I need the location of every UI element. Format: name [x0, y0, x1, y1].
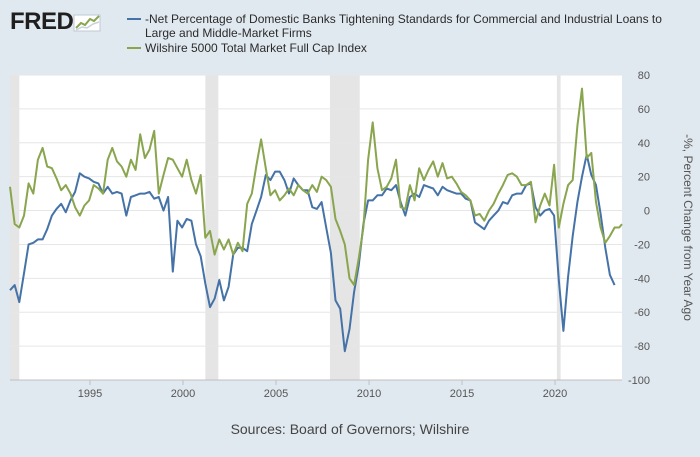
legend-swatch-series2	[127, 47, 141, 49]
recession-band	[10, 75, 20, 380]
legend-label-series2: Wilshire 5000 Total Market Full Cap Inde…	[145, 41, 367, 55]
plot-area	[10, 75, 622, 380]
fred-logo: FRED	[10, 8, 103, 36]
recession-band	[329, 75, 360, 380]
x-tick-label: 2015	[450, 388, 474, 400]
y-tick-label: -60	[634, 307, 650, 319]
y-axis: 80 60 40 20 0 -20 -40 -60 -80 -100	[628, 70, 650, 387]
y-tick-label: 80	[638, 70, 650, 82]
recession-band	[205, 75, 219, 380]
x-tick-label: 2020	[543, 388, 567, 400]
x-tick-label: 1995	[78, 388, 102, 400]
x-tick-label: 2000	[171, 388, 195, 400]
legend-item-series1[interactable]: -Net Percentage of Domestic Banks Tighte…	[127, 12, 672, 40]
chart-graph-icon	[73, 14, 101, 32]
y-tick-label: 40	[638, 138, 650, 150]
y-tick-label: -100	[628, 375, 650, 387]
y-tick-label: 60	[638, 104, 650, 116]
series-line-1[interactable]	[9, 153, 616, 353]
chart-legend: -Net Percentage of Domestic Banks Tighte…	[127, 12, 672, 56]
legend-label-series1: -Net Percentage of Domestic Banks Tighte…	[145, 12, 662, 40]
series-lines	[9, 87, 623, 353]
x-tick-label: 2010	[357, 388, 381, 400]
x-tick-label: 2005	[264, 388, 288, 400]
series-line-2[interactable]	[9, 87, 623, 287]
y-tick-label: -20	[634, 239, 650, 251]
y-tick-label: -80	[634, 341, 650, 353]
y-tick-label: -40	[634, 273, 650, 285]
y-tick-label: 20	[638, 172, 650, 184]
legend-item-series2[interactable]: Wilshire 5000 Total Market Full Cap Inde…	[127, 41, 672, 55]
x-axis: 1995 2000 2005 2010 2015 2020	[10, 379, 622, 400]
logo-text: FRED	[10, 8, 74, 35]
y-tick-label: 0	[644, 206, 650, 218]
y-axis-title: -%, Percent Change from Year Ago	[681, 134, 695, 321]
legend-swatch-series1	[127, 18, 141, 20]
source-note: Sources: Board of Governors; Wilshire	[230, 421, 470, 437]
